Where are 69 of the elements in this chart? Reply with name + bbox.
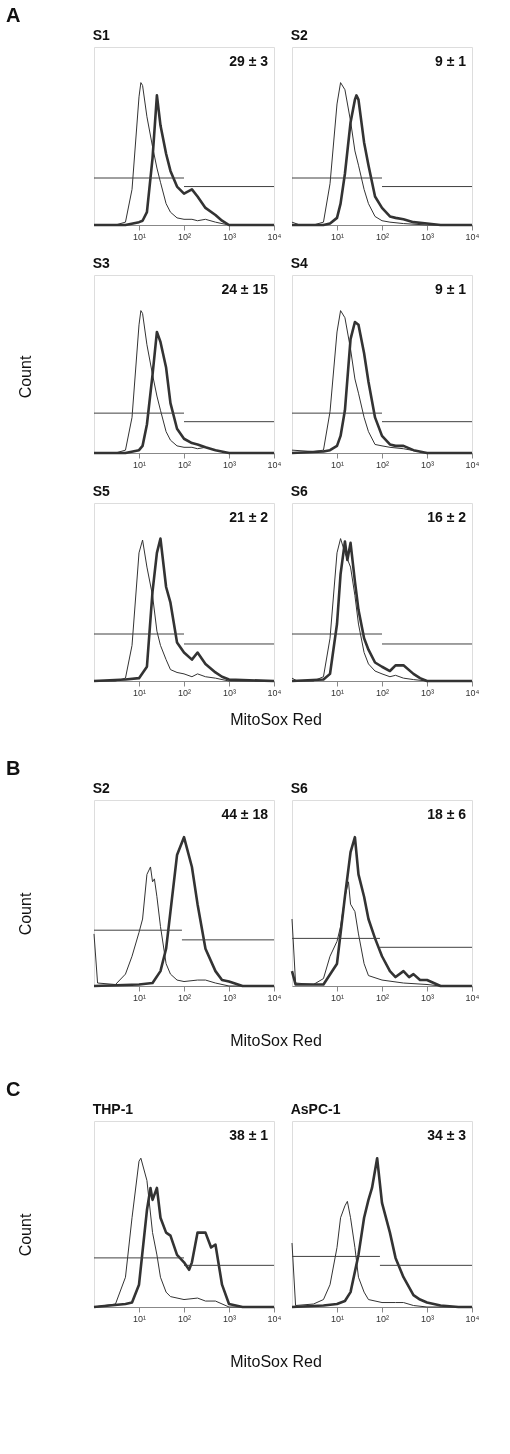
chart-title: S3 (92, 255, 111, 271)
x-tick-label: 10¹ (330, 992, 345, 1003)
x-tick-label: 10¹ (132, 992, 147, 1003)
x-tick-label: 10¹ (330, 231, 345, 242)
x-tick-label: 10¹ (330, 1313, 345, 1324)
x-tick-label: 10⁴ (465, 231, 480, 242)
text: C (6, 1078, 21, 1100)
x-tick-label: 10³ (222, 1313, 237, 1324)
x-tick-label: 10¹ (132, 459, 147, 470)
x-tick-label: 10² (177, 1313, 192, 1324)
text: B (6, 757, 21, 779)
x-tick-label: 10⁴ (267, 459, 282, 470)
x-tick-label: 10² (177, 687, 192, 698)
chart-title: S5 (92, 483, 111, 499)
x-tick-label: 10¹ (330, 687, 345, 698)
x-tick-label: 10³ (420, 992, 435, 1003)
chart-title: THP-1 (92, 1101, 134, 1117)
x-tick-label: 10³ (420, 231, 435, 242)
text: 24 ± 15 (221, 281, 269, 297)
chart-title: S2 (92, 780, 111, 796)
x-tick-label: 10³ (420, 459, 435, 470)
x-tick-label: 10³ (420, 687, 435, 698)
x-tick-label: 10² (375, 992, 390, 1003)
text: 21 ± 2 (229, 509, 269, 525)
x-tick-label: 10⁴ (465, 459, 480, 470)
x-tick-label: 10⁴ (267, 992, 282, 1003)
x-tick-label: 10² (375, 687, 390, 698)
chart-title: AsPC-1 (290, 1101, 341, 1117)
x-tick-label: 10⁴ (465, 687, 480, 698)
text: 16 ± 2 (427, 509, 467, 525)
chart-title: S1 (92, 27, 111, 43)
x-tick-label: 10⁴ (267, 231, 282, 242)
chart-title: S4 (290, 255, 309, 271)
text: 9 ± 1 (434, 281, 467, 297)
text: 18 ± 6 (427, 806, 467, 822)
x-tick-label: 10³ (222, 231, 237, 242)
x-tick-label: 10⁴ (267, 1313, 282, 1324)
x-tick-label: 10⁴ (465, 1313, 480, 1324)
x-tick-label: 10⁴ (267, 687, 282, 698)
chart-title: S6 (290, 483, 309, 499)
x-tick-label: 10¹ (330, 459, 345, 470)
x-tick-label: 10² (177, 459, 192, 470)
text: 38 ± 1 (229, 1127, 269, 1143)
x-tick-label: 10¹ (132, 231, 147, 242)
chart-title: S2 (290, 27, 309, 43)
x-tick-label: 10³ (222, 459, 237, 470)
x-tick-label: 10³ (222, 992, 237, 1003)
x-tick-label: 10¹ (132, 687, 147, 698)
x-tick-label: 10⁴ (465, 992, 480, 1003)
y-axis-title: Count (17, 892, 34, 936)
text: 29 ± 3 (229, 53, 269, 69)
x-tick-label: 10² (375, 231, 390, 242)
x-axis-title: MitoSox Red (230, 1032, 322, 1049)
y-axis-title: Count (17, 355, 34, 399)
x-axis-title: MitoSox Red (230, 711, 322, 728)
y-axis-title: Count (17, 1213, 34, 1257)
x-tick-label: 10² (177, 992, 192, 1003)
x-tick-label: 10³ (420, 1313, 435, 1324)
text: A (6, 4, 21, 26)
x-axis-title: MitoSox Red (230, 1353, 322, 1370)
x-tick-label: 10² (375, 1313, 390, 1324)
text: 44 ± 18 (221, 806, 269, 822)
x-tick-label: 10² (177, 231, 192, 242)
chart-title: S6 (290, 780, 309, 796)
x-tick-label: 10² (375, 459, 390, 470)
text: 34 ± 3 (427, 1127, 467, 1143)
x-tick-label: 10¹ (132, 1313, 147, 1324)
text: 9 ± 1 (434, 53, 467, 69)
x-tick-label: 10³ (222, 687, 237, 698)
